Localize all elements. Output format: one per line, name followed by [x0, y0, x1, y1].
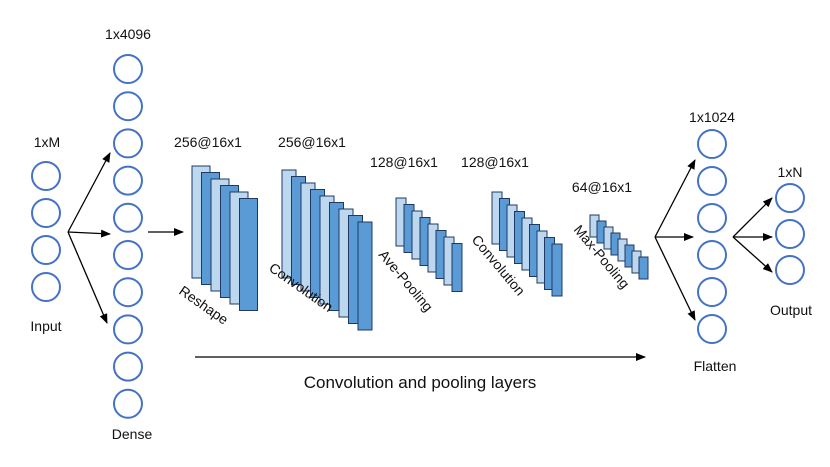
dense-caption: Dense	[112, 426, 153, 442]
feature-map	[357, 221, 373, 331]
dense-node	[113, 314, 143, 345]
pipeline-caption: Convolution and pooling layers	[304, 373, 537, 392]
input-node	[31, 161, 61, 191]
dense-node	[113, 165, 143, 196]
flatten-node	[697, 129, 727, 159]
feature-map	[638, 256, 649, 280]
convolution-feature-maps-1	[281, 169, 373, 331]
reshape-feature-maps	[191, 165, 258, 311]
input-node	[31, 235, 61, 265]
flatten-node	[697, 277, 727, 307]
output-layer-nodes	[775, 183, 805, 285]
dense-layer-nodes	[113, 54, 143, 419]
feature-map	[551, 243, 563, 297]
input-caption: Input	[30, 318, 61, 334]
dense-node	[113, 351, 143, 382]
dense-node	[113, 54, 143, 84]
convolution-2-dims-label: 128@16x1	[461, 154, 529, 170]
output-size-label: 1xN	[778, 164, 803, 180]
arrow-to-flatten-up	[654, 159, 696, 238]
ave-pooling-feature-maps	[395, 197, 463, 292]
input-node	[31, 272, 61, 302]
arrow-to-output-down	[732, 236, 773, 273]
dense-node	[113, 277, 143, 308]
feature-map	[451, 243, 463, 292]
output-caption: Output	[770, 302, 812, 318]
input-node	[31, 198, 61, 228]
input-size-label: 1xM	[34, 134, 60, 150]
dense-node	[113, 128, 143, 159]
flatten-node	[697, 203, 727, 233]
dense-node	[113, 240, 143, 270]
dense-node	[113, 388, 143, 419]
flatten-layer-nodes	[697, 129, 727, 344]
arrow-to-output-up	[732, 197, 773, 238]
flatten-node	[697, 240, 727, 270]
convolution-1-dims-label: 256@16x1	[278, 134, 346, 150]
dense-node	[113, 91, 143, 122]
input-layer-nodes	[31, 161, 61, 302]
arrow-input-to-dense-mid	[67, 229, 111, 238]
convolution-feature-maps-2	[491, 191, 563, 297]
dense-size-label: 1x4096	[105, 26, 151, 42]
arrow-to-flatten-down	[654, 236, 696, 321]
max-pooling-feature-maps	[589, 214, 649, 280]
arrow-input-to-dense-down	[67, 231, 108, 324]
flatten-node	[697, 166, 727, 196]
output-node	[775, 219, 805, 249]
flatten-node	[697, 314, 727, 344]
flatten-caption: Flatten	[694, 358, 737, 374]
feature-map	[239, 198, 258, 311]
output-node	[775, 183, 805, 213]
dense-node	[113, 202, 143, 233]
ave-pooling-dims-label: 128@16x1	[370, 154, 438, 170]
reshape-dims-label: 256@16x1	[174, 134, 242, 150]
max-pooling-dims-label: 64@16x1	[572, 179, 632, 195]
flatten-size-label: 1x1024	[689, 109, 735, 125]
output-node	[775, 255, 805, 285]
arrow-input-to-dense-up	[67, 152, 111, 233]
